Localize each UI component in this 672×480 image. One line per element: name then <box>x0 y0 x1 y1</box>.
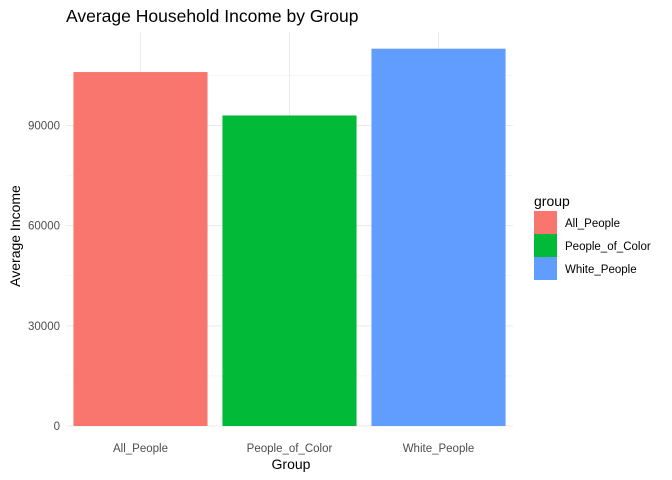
bars <box>73 48 506 426</box>
bar-People_of_Color <box>222 115 357 426</box>
x-tick-labels: All_People People_of_Color White_People <box>113 443 474 455</box>
y-tick-label: 60000 <box>28 221 60 233</box>
x-tick-label: People_of_Color <box>247 443 333 455</box>
legend: group All_People People_of_Color White_Peo… <box>534 193 651 280</box>
legend-label: White_People <box>565 264 637 276</box>
y-tick-labels: 0 30000 60000 90000 <box>28 120 60 433</box>
x-tick-label: All_People <box>113 443 168 455</box>
legend-key-White_People <box>534 257 557 280</box>
bar-All_People <box>73 72 208 426</box>
y-tick-label: 30000 <box>28 321 60 333</box>
chart-title: Average Household Income by Group <box>66 6 359 26</box>
legend-title: group <box>534 193 570 209</box>
y-axis-title: Average Income <box>7 185 23 287</box>
legend-items: All_People People_of_Color White_People <box>534 211 651 280</box>
legend-key-All_People <box>534 211 557 234</box>
legend-label: All_People <box>565 218 620 230</box>
bar-White_People <box>371 48 506 426</box>
x-axis-title: Group <box>272 456 311 472</box>
legend-label: People_of_Color <box>565 241 651 253</box>
legend-key-People_of_Color <box>534 234 557 257</box>
x-tick-label: White_People <box>403 443 475 455</box>
y-tick-label: 0 <box>54 421 60 433</box>
y-tick-label: 90000 <box>28 120 60 132</box>
